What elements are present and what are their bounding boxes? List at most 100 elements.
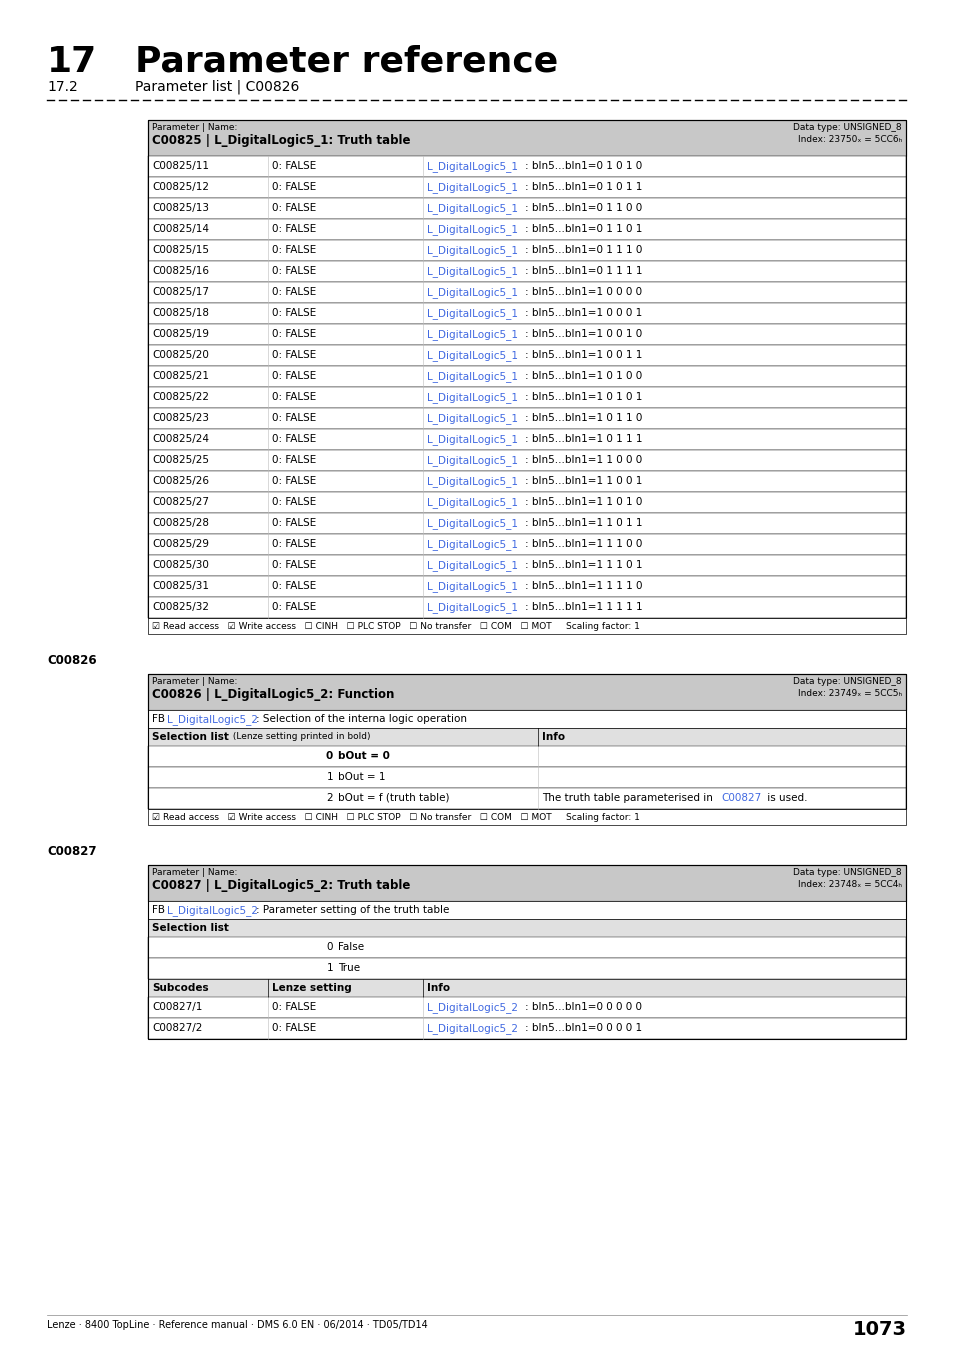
- Text: 0: FALSE: 0: FALSE: [272, 455, 315, 464]
- Bar: [148, 576, 905, 597]
- Text: Selection list: Selection list: [152, 732, 229, 742]
- Bar: [148, 240, 905, 261]
- Text: C00826: C00826: [47, 653, 96, 667]
- Text: 0: FALSE: 0: FALSE: [272, 161, 315, 171]
- Text: 0: FALSE: 0: FALSE: [272, 350, 315, 360]
- Bar: [148, 1018, 905, 1040]
- Text: C00825/30: C00825/30: [152, 560, 209, 570]
- Bar: [148, 979, 905, 998]
- Bar: [148, 261, 905, 282]
- Bar: [148, 788, 905, 809]
- Text: Parameter | Name:: Parameter | Name:: [152, 123, 237, 132]
- Text: Index: 23750ₓ = 5CC6ₕ: Index: 23750ₓ = 5CC6ₕ: [797, 135, 901, 144]
- Text: Info: Info: [541, 732, 564, 742]
- Text: Parameter | Name:: Parameter | Name:: [152, 676, 237, 686]
- Bar: [148, 513, 905, 535]
- Text: L_DigitalLogic5_2: L_DigitalLogic5_2: [167, 714, 257, 725]
- Text: C00825/19: C00825/19: [152, 329, 209, 339]
- Text: 0: FALSE: 0: FALSE: [272, 433, 315, 444]
- Text: C00825/24: C00825/24: [152, 433, 209, 444]
- Text: C00825/11: C00825/11: [152, 161, 209, 171]
- Bar: [148, 491, 905, 513]
- Text: 0: FALSE: 0: FALSE: [272, 539, 315, 549]
- Text: 1: 1: [326, 772, 333, 782]
- Bar: [148, 120, 905, 157]
- Text: (Lenze setting printed in bold): (Lenze setting printed in bold): [230, 732, 370, 741]
- Text: Index: 23748ₓ = 5CC4ₕ: Index: 23748ₓ = 5CC4ₕ: [797, 880, 901, 890]
- Bar: [148, 555, 905, 576]
- Text: Selection list: Selection list: [152, 923, 229, 933]
- Bar: [148, 618, 905, 634]
- Text: L_DigitalLogic5_1: L_DigitalLogic5_1: [427, 329, 517, 340]
- Text: : bln5...bln1=1 1 1 0 0: : bln5...bln1=1 1 1 0 0: [524, 539, 641, 549]
- Text: 0: FALSE: 0: FALSE: [272, 1023, 315, 1033]
- Text: 0: 0: [325, 751, 333, 761]
- Text: 0: FALSE: 0: FALSE: [272, 413, 315, 423]
- Text: is used.: is used.: [763, 792, 806, 803]
- Text: C00825/13: C00825/13: [152, 202, 209, 213]
- Bar: [148, 535, 905, 555]
- Text: C00825/20: C00825/20: [152, 350, 209, 360]
- Bar: [148, 219, 905, 240]
- Text: bOut = 1: bOut = 1: [337, 772, 385, 782]
- Text: False: False: [337, 942, 364, 952]
- Text: L_DigitalLogic5_1: L_DigitalLogic5_1: [427, 433, 517, 446]
- Text: C00827/2: C00827/2: [152, 1023, 202, 1033]
- Text: L_DigitalLogic5_2: L_DigitalLogic5_2: [167, 904, 257, 915]
- Text: C00825 | L_DigitalLogic5_1: Truth table: C00825 | L_DigitalLogic5_1: Truth table: [152, 134, 410, 147]
- Text: C00825/18: C00825/18: [152, 308, 209, 319]
- Text: : bln5...bln1=1 0 1 1 0: : bln5...bln1=1 0 1 1 0: [524, 413, 641, 423]
- Text: 0: FALSE: 0: FALSE: [272, 182, 315, 192]
- Text: L_DigitalLogic5_1: L_DigitalLogic5_1: [427, 602, 517, 613]
- Bar: [148, 157, 905, 177]
- Text: Data type: UNSIGNED_8: Data type: UNSIGNED_8: [793, 676, 901, 686]
- Text: 0: FALSE: 0: FALSE: [272, 580, 315, 591]
- Bar: [148, 937, 905, 958]
- Text: L_DigitalLogic5_1: L_DigitalLogic5_1: [427, 392, 517, 402]
- Text: C00827: C00827: [720, 792, 760, 803]
- Text: L_DigitalLogic5_1: L_DigitalLogic5_1: [427, 202, 517, 213]
- Text: The truth table parameterised in: The truth table parameterised in: [541, 792, 716, 803]
- Text: 0: FALSE: 0: FALSE: [272, 288, 315, 297]
- Text: : bln5...bln1=1 0 1 1 1: : bln5...bln1=1 0 1 1 1: [524, 433, 641, 444]
- Text: 0: FALSE: 0: FALSE: [272, 266, 315, 275]
- Text: C00825/22: C00825/22: [152, 392, 209, 402]
- Bar: [148, 177, 905, 198]
- Text: : bln5...bln1=0 1 1 1 1: : bln5...bln1=0 1 1 1 1: [524, 266, 641, 275]
- Text: L_DigitalLogic5_1: L_DigitalLogic5_1: [427, 580, 517, 591]
- Text: 17: 17: [47, 45, 97, 80]
- Text: L_DigitalLogic5_1: L_DigitalLogic5_1: [427, 413, 517, 424]
- Bar: [148, 674, 905, 710]
- Text: L_DigitalLogic5_1: L_DigitalLogic5_1: [427, 308, 517, 319]
- Bar: [148, 747, 905, 767]
- Text: 0: FALSE: 0: FALSE: [272, 308, 315, 319]
- Text: : bln5...bln1=0 1 1 1 0: : bln5...bln1=0 1 1 1 0: [524, 244, 641, 255]
- Text: : bln5...bln1=1 1 1 1 1: : bln5...bln1=1 1 1 1 1: [524, 602, 642, 612]
- Text: C00825/14: C00825/14: [152, 224, 209, 234]
- Text: : Parameter setting of the truth table: : Parameter setting of the truth table: [255, 904, 449, 915]
- Bar: [148, 324, 905, 346]
- Text: L_DigitalLogic5_1: L_DigitalLogic5_1: [427, 266, 517, 277]
- Text: L_DigitalLogic5_1: L_DigitalLogic5_1: [427, 244, 517, 256]
- Text: L_DigitalLogic5_1: L_DigitalLogic5_1: [427, 350, 517, 360]
- Text: : bln5...bln1=1 1 0 0 0: : bln5...bln1=1 1 0 0 0: [524, 455, 641, 464]
- Text: 0: FALSE: 0: FALSE: [272, 477, 315, 486]
- Text: 0: FALSE: 0: FALSE: [272, 560, 315, 570]
- Text: L_DigitalLogic5_1: L_DigitalLogic5_1: [427, 518, 517, 529]
- Bar: [148, 865, 905, 900]
- Bar: [148, 471, 905, 491]
- Text: True: True: [337, 963, 359, 973]
- Text: C00825/31: C00825/31: [152, 580, 209, 591]
- Text: : bln5...bln1=1 0 0 0 1: : bln5...bln1=1 0 0 0 1: [524, 308, 641, 319]
- Text: 0: FALSE: 0: FALSE: [272, 602, 315, 612]
- Text: Info: Info: [427, 983, 450, 994]
- Text: 0: FALSE: 0: FALSE: [272, 329, 315, 339]
- Text: : bln5...bln1=1 0 0 1 1: : bln5...bln1=1 0 0 1 1: [524, 350, 641, 360]
- Text: : bln5...bln1=0 0 0 0 0: : bln5...bln1=0 0 0 0 0: [524, 1002, 641, 1012]
- Bar: [148, 865, 905, 1040]
- Text: Parameter | Name:: Parameter | Name:: [152, 868, 237, 878]
- Bar: [148, 450, 905, 471]
- Bar: [148, 366, 905, 387]
- Text: L_DigitalLogic5_1: L_DigitalLogic5_1: [427, 497, 517, 508]
- Text: C00825/32: C00825/32: [152, 602, 209, 612]
